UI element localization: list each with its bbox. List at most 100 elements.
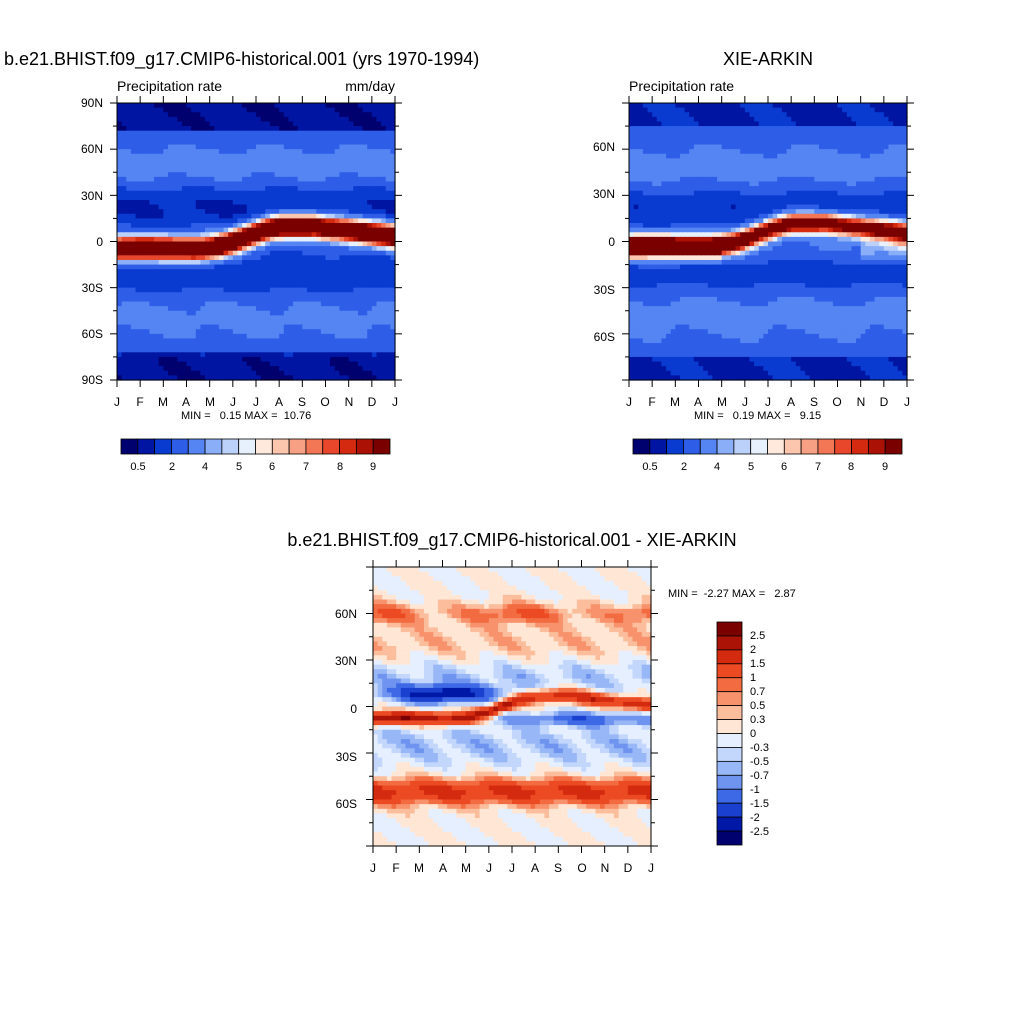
contour-cell [865, 153, 871, 159]
contour-cell [200, 204, 206, 210]
contour-cell [306, 273, 313, 280]
contour-cell [795, 135, 802, 141]
contour-cell [316, 306, 322, 312]
contour-cell [163, 204, 169, 210]
contour-cell [242, 236, 248, 243]
contour-cell [288, 338, 294, 344]
contour-cell [390, 176, 396, 183]
contour-cell [205, 139, 211, 146]
contour-cell [320, 356, 327, 363]
contour-cell [371, 107, 378, 113]
contour-cell [320, 333, 327, 340]
contour-cell [274, 356, 280, 363]
contour-cell [777, 149, 783, 155]
contour-cell [158, 343, 164, 349]
contour-cell [781, 126, 788, 132]
contour-cell [191, 333, 197, 340]
contour-cell [334, 343, 340, 349]
contour-cell [730, 112, 737, 118]
contour-cell [703, 130, 709, 136]
contour-cell [371, 370, 378, 376]
contour-cell [288, 356, 294, 363]
contour-cell [879, 112, 885, 118]
contour-cell [772, 176, 778, 183]
contour-cell [283, 347, 290, 353]
contour-cell [218, 186, 225, 192]
contour-cell [869, 121, 876, 127]
contour-cell [805, 139, 811, 146]
contour-cell [218, 218, 225, 224]
contour-cell [117, 195, 123, 201]
contour-cell [777, 181, 783, 187]
contour-cell [214, 292, 220, 298]
contour-cell [140, 232, 146, 238]
contour-cell [269, 259, 276, 266]
contour-cell [200, 296, 206, 303]
contour-cell [800, 139, 806, 146]
contour-cell [274, 246, 280, 252]
contour-cell [353, 130, 359, 136]
contour-cell [339, 315, 345, 321]
contour-cell [730, 116, 737, 123]
contour-cell [376, 347, 382, 353]
contour-cell [786, 116, 792, 123]
contour-cell [325, 103, 331, 109]
contour-cell [167, 103, 174, 109]
contour-cell [717, 103, 723, 109]
contour-cell [707, 139, 713, 146]
contour-cell [703, 190, 709, 196]
contour-cell [390, 333, 396, 340]
contour-cell [242, 301, 248, 307]
contour-cell [856, 190, 862, 196]
contour-cell [390, 218, 396, 224]
contour-cell [144, 338, 151, 344]
contour-cell [256, 292, 262, 298]
contour-cell [265, 259, 271, 266]
contour-cell [325, 250, 331, 256]
contour-cell [679, 112, 686, 118]
contour-cell [390, 149, 396, 155]
contour-cell [209, 139, 215, 146]
contour-cell [256, 343, 262, 349]
contour-cell [316, 121, 322, 127]
contour-cell [717, 139, 723, 146]
contour-cell [293, 232, 299, 238]
contour-cell [195, 301, 201, 307]
contour-cell [251, 218, 257, 224]
contour-cell [181, 204, 188, 210]
contour-cell [357, 296, 364, 303]
contour-cell [200, 269, 206, 275]
contour-cell [339, 269, 345, 275]
contour-cell [149, 144, 155, 150]
contour-cell [730, 186, 737, 192]
contour-cell [269, 343, 276, 349]
contour-cell [297, 329, 303, 335]
contour-cell [367, 310, 373, 316]
contour-cell [320, 259, 327, 266]
contour-cell [205, 149, 211, 155]
contour-cell [251, 356, 257, 363]
contour-cell [339, 163, 345, 169]
contour-cell [330, 135, 336, 141]
contour-cell [260, 324, 266, 330]
contour-cell [260, 361, 266, 367]
contour-cell [269, 370, 276, 376]
contour-cell [730, 121, 737, 127]
contour-cell [330, 241, 336, 247]
ytick-label: 0 [96, 235, 103, 249]
contour-cell [371, 241, 378, 247]
contour-cell [232, 324, 239, 330]
contour-cell [297, 135, 303, 141]
contour-cell [297, 315, 303, 321]
contour-cell [269, 356, 276, 363]
contour-cell [726, 172, 732, 178]
contour-cell [135, 112, 141, 118]
contour-cell [791, 130, 797, 136]
contour-cell [140, 209, 146, 215]
contour-cell [214, 375, 220, 381]
contour-cell [809, 195, 815, 201]
contour-cell [325, 306, 331, 312]
contour-cell [218, 338, 225, 344]
contour-cell [893, 167, 899, 173]
contour-cell [297, 195, 303, 201]
